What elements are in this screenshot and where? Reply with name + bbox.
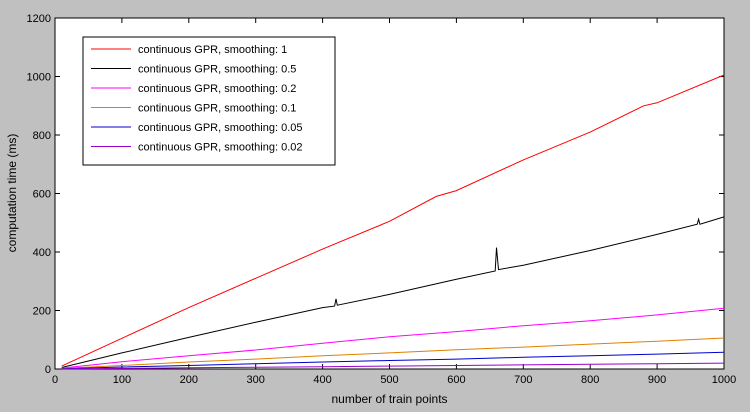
x-tick-label: 800	[581, 374, 599, 386]
legend: continuous GPR, smoothing: 1 continuous G…	[82, 36, 336, 166]
x-tick-label: 300	[247, 374, 265, 386]
series-lines	[61, 74, 725, 370]
x-axis-label: number of train points	[331, 392, 447, 406]
x-tick-label: 1000	[712, 374, 736, 386]
series-line-4	[61, 351, 725, 370]
x-tick-label: 0	[52, 374, 58, 386]
y-tick-label: 400	[33, 247, 51, 259]
legend-label-2: continuous GPR, smoothing: 0.2	[138, 83, 296, 95]
y-tick-label: 600	[33, 189, 51, 201]
y-tick-label: 1200	[27, 13, 51, 25]
y-tick-label: 200	[33, 306, 51, 318]
x-tick-label: 500	[380, 374, 398, 386]
x-tick-label: 900	[648, 374, 666, 386]
legend-label-4: continuous GPR, smoothing: 0.05	[138, 122, 302, 134]
series-line-5	[61, 362, 725, 370]
series-line-3	[61, 337, 725, 369]
x-tick-label: 700	[514, 374, 532, 386]
y-tick-label: 1000	[27, 72, 51, 84]
series-line-1	[61, 216, 725, 368]
y-axis-label: computation time (ms)	[5, 134, 19, 253]
series-line-0	[61, 74, 725, 367]
x-tick-label: 400	[313, 374, 331, 386]
legend-label-5: continuous GPR, smoothing: 0.02	[138, 142, 302, 154]
legend-label-1: continuous GPR, smoothing: 0.5	[138, 64, 296, 76]
axis-ticks: 0 100 200 300 400 500 600 700 800 900 1000 0 200 400 6…	[27, 13, 737, 386]
legend-box	[82, 36, 336, 166]
x-tick-label: 100	[113, 374, 131, 386]
y-tick-label: 0	[45, 364, 51, 376]
legend-label-0: continuous GPR, smoothing: 1	[138, 44, 287, 56]
legend-label-3: continuous GPR, smoothing: 0.1	[138, 103, 296, 115]
x-tick-label: 600	[447, 374, 465, 386]
x-tick-label: 200	[180, 374, 198, 386]
series-line-2	[61, 307, 725, 369]
y-tick-label: 800	[33, 130, 51, 142]
